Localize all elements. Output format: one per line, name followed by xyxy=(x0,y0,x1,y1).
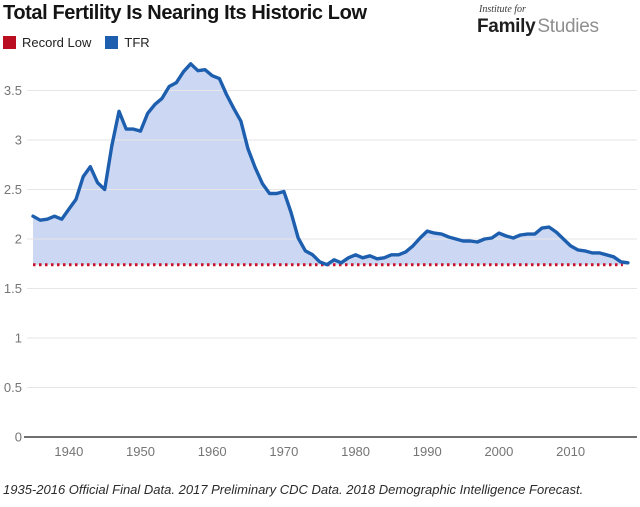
tfr-line xyxy=(31,62,630,267)
x-tick-label: 1990 xyxy=(413,444,442,459)
logo-family: Family xyxy=(477,16,536,37)
x-tick-label: 2010 xyxy=(556,444,585,459)
tfr-area-chart: 0 0.5 1 1.5 2 2.5 3 3.5 1940 1950 1960 1970 1980 1990… xyxy=(4,62,637,459)
x-tick-label: 1960 xyxy=(198,444,227,459)
legend-item-record-low: Record Low xyxy=(3,35,91,50)
y-tick-label: 3.5 xyxy=(4,83,22,98)
x-tick-label: 1970 xyxy=(269,444,298,459)
x-tick-label: 1980 xyxy=(341,444,370,459)
record-low-swatch-icon xyxy=(3,36,16,49)
legend-label-tfr: TFR xyxy=(124,35,150,50)
x-tick-label: 2000 xyxy=(484,444,513,459)
y-tick-label: 2.5 xyxy=(4,182,22,197)
y-tick-label: 1.5 xyxy=(4,281,22,296)
legend-label-record-low: Record Low xyxy=(22,35,92,50)
y-tick-label: 2 xyxy=(15,232,22,247)
logo-studies: Studies xyxy=(537,16,599,37)
logo-institute-for: Institute for xyxy=(479,4,526,15)
y-tick-label: 0.5 xyxy=(4,380,22,395)
x-tick-label: 1940 xyxy=(54,444,83,459)
logo-family-studies: Family Studies xyxy=(477,17,637,36)
tfr-area-fill xyxy=(33,63,628,265)
chart-legend: Record Low TFR xyxy=(3,35,150,50)
y-tick-label: 1 xyxy=(15,331,22,346)
legend-item-tfr: TFR xyxy=(105,35,150,50)
tfr-swatch-icon xyxy=(105,36,119,49)
page-title: Total Fertility Is Nearing Its Historic … xyxy=(3,2,367,24)
ifs-logo: Institute for Family Studies xyxy=(477,4,637,37)
x-tick-label: 1950 xyxy=(126,444,155,459)
y-tick-label: 3 xyxy=(15,133,22,148)
source-note: 1935-2016 Official Final Data. 2017 Prel… xyxy=(3,482,584,497)
y-tick-label: 0 xyxy=(15,430,22,445)
